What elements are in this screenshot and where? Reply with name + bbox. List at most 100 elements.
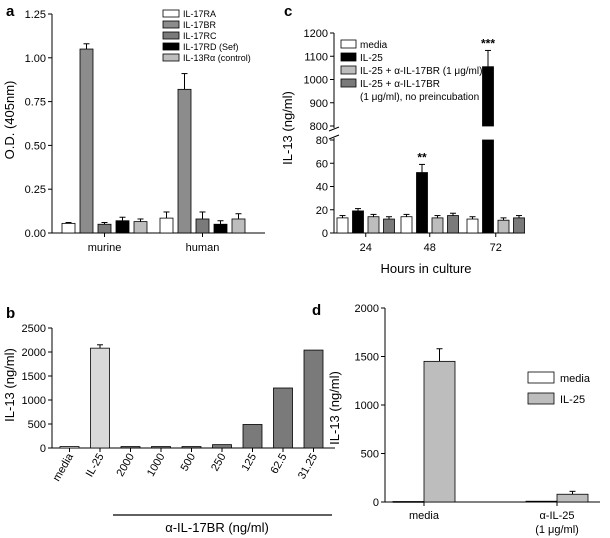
panel-a-legend-swatch: [162, 42, 180, 51]
panel-c-bar: [466, 218, 479, 234]
panel-c-bar: [400, 216, 413, 234]
panel-a-legend-swatch: [162, 53, 180, 62]
panel-c-y-tick-label: 0: [322, 228, 328, 240]
panel-c-y-tick-label: 60: [316, 158, 328, 170]
panel-b-bar: [90, 347, 110, 449]
panel-c: c IL-13 (ng/ml) Hours in culture 0 20 40 60…: [280, 3, 525, 276]
panel-c-letter: c: [284, 3, 292, 20]
panel-c-legend-label: IL-25: [360, 53, 383, 64]
panel-b-bar: [212, 444, 232, 449]
panel-c-legend-label: IL-25 + α-IL-17BR (1 μg/ml): [360, 66, 482, 77]
panel-c-legend-label: media: [360, 40, 388, 51]
panel-c-bar: [416, 172, 428, 234]
panel-b-xlabel: α-IL-17BR (ng/ml): [165, 520, 269, 535]
panel-d-legend-label: media: [560, 373, 591, 385]
panel-b-y-tick-label: 2000: [22, 347, 46, 359]
panel-c-y-tick-label: 900: [310, 98, 328, 110]
panel-c-bar: [352, 210, 364, 234]
panel-c-x-tick-label: 72: [490, 242, 502, 254]
panel-c-y-tick-label: 40: [316, 182, 328, 194]
panel-a-bar: [115, 220, 130, 234]
panel-b-plot: 0 500 1000 1500 2000 2500 media IL-25 2000 1000 50…: [22, 323, 335, 516]
panel-b-bar: [273, 387, 293, 449]
panel-c-y-tick-label: 800: [310, 121, 328, 133]
panel-c-bar: [447, 215, 459, 234]
panel-b-y-tick-label: 500: [28, 419, 46, 431]
panel-d-x-tick-label: α-IL-25: [539, 510, 574, 522]
panel-a-legend-label: IL-13Rα (control): [183, 53, 251, 63]
panel-d-bar: [392, 501, 425, 503]
panel-c-y-tick-label: 1200: [304, 28, 328, 40]
panel-a-bar: [177, 88, 192, 234]
panel-a-bar: [213, 223, 228, 234]
panel-c-legend-swatch: [340, 78, 357, 88]
panel-a-legend-swatch: [162, 9, 180, 18]
panel-c-y-tick-label: 1100: [304, 51, 328, 63]
panel-b-bar: [120, 446, 141, 449]
panel-a-bar: [97, 223, 112, 234]
panel-d: d IL-13 (ng/ml) 0 500 1000 1500 2000 media α-I…: [312, 302, 600, 536]
panel-b-x-tick-label: 31.25: [296, 452, 320, 482]
panel-c-bar: [513, 217, 525, 234]
panel-a-y-tick-label: 0.00: [25, 228, 46, 240]
panel-c-legend-swatch: [340, 52, 357, 62]
panel-a-legend-label: IL-17RA: [183, 9, 216, 19]
panel-d-legend-swatch: [527, 392, 555, 405]
panel-a-bar: [159, 217, 174, 234]
panel-c-bar: [482, 139, 494, 234]
panel-b-x-tick-label: IL-25: [84, 452, 107, 480]
panel-c-y-tick-label: 20: [316, 205, 328, 217]
panel-a-legend-swatch: [162, 31, 180, 40]
panel-c-axis-break: [328, 134, 340, 140]
panel-b-x-tick-label: 250: [209, 452, 229, 474]
panel-a-y-tick-label: 1.00: [25, 53, 46, 65]
panel-d-legend-label: IL-25: [560, 394, 585, 406]
panel-c-axis-break: [328, 126, 340, 132]
panel-c-legend-label: IL-25 + α-IL-17BR: [360, 79, 440, 90]
panel-c-bar: [336, 217, 349, 234]
panel-b-bar: [151, 446, 171, 449]
panel-b-x-tick-label: 125: [240, 452, 260, 474]
panel-c-bar-upper: [482, 66, 494, 127]
panel-b-y-tick-label: 1500: [22, 371, 46, 383]
panel-a: a O.D. (405nm) 0.00 0.25 0.50 0.75 1.00 1.25 m…: [2, 3, 265, 254]
panel-a-y-tick-label: 0.75: [25, 97, 46, 109]
panel-a-bar: [61, 222, 76, 234]
panel-b-x-tick-label: 500: [179, 452, 199, 474]
panel-c-legend-label: (1 μg/ml), no preincubation: [360, 92, 479, 103]
panel-a-ylabel: O.D. (405nm): [2, 81, 17, 160]
panel-a-letter: a: [6, 3, 15, 20]
panel-b-x-tick-label: media: [51, 451, 77, 484]
panel-d-y-tick-label: 1000: [355, 400, 379, 412]
panel-d-y-tick-label: 1500: [355, 352, 379, 364]
panel-b-ylabel: IL-13 (ng/ml): [2, 348, 17, 422]
panel-b-letter: b: [6, 305, 15, 322]
panel-a-bar: [195, 218, 210, 234]
panel-d-bar: [556, 493, 589, 503]
panel-a-y-tick-label: 0.25: [25, 184, 46, 196]
panel-a-bar: [133, 221, 148, 234]
panel-d-y-tick-label: 2000: [355, 303, 379, 315]
panel-c-bar: [431, 217, 444, 234]
panel-b-x-tick-label: 2000: [114, 452, 137, 479]
panel-b-y-tick-label: 2500: [22, 323, 46, 335]
panel-b-bar: [181, 446, 202, 449]
panel-c-bar: [367, 216, 380, 234]
panel-a-legend-label: IL-17RD (Sef): [183, 42, 239, 52]
panel-c-x-tick-label: 48: [424, 242, 436, 254]
panel-a-legend-label: IL-17RC: [183, 31, 217, 41]
panel-c-x-tick-label: 24: [360, 242, 372, 254]
panel-d-bar: [423, 360, 456, 503]
panel-c-bar: [383, 218, 395, 234]
panel-c-legend-swatch: [340, 65, 357, 75]
panel-a-x-tick-label: human: [186, 242, 220, 254]
panel-b-y-tick-label: 1000: [22, 395, 46, 407]
panel-b-x-tick-label: 1000: [145, 452, 168, 479]
panel-a-bar: [79, 48, 94, 234]
panel-c-xlabel: Hours in culture: [380, 261, 471, 276]
panel-a-legend-swatch: [162, 20, 180, 29]
panel-b: b IL-13 (ng/ml) α-IL-17BR (ng/ml) 0 500 10…: [2, 305, 335, 535]
panel-b-bar: [303, 349, 324, 449]
panel-d-x-tick-sublabel: (1 μg/ml): [535, 524, 579, 536]
